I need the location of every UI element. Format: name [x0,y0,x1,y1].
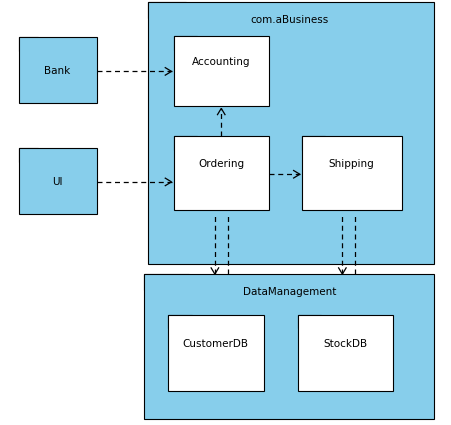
Text: Accounting: Accounting [192,57,250,67]
Text: Bank: Bank [45,66,71,76]
Bar [148,2,186,18]
Bar [144,274,434,419]
Text: UI: UI [52,177,63,187]
Bar [18,148,38,162]
Text: Ordering: Ordering [198,159,244,169]
Text: StockDB: StockDB [323,339,368,349]
Text: DataManagement: DataManagement [243,286,336,297]
Bar [168,314,264,391]
Bar [18,148,97,214]
Text: CustomerDB: CustomerDB [183,339,249,349]
Bar [144,274,189,290]
Bar [302,136,402,210]
Bar [174,136,197,150]
Bar [174,36,197,50]
Bar [174,136,269,210]
Bar [298,314,393,391]
Text: com.aBusiness: com.aBusiness [250,15,328,26]
Text: Shipping: Shipping [329,159,375,169]
Bar [302,136,325,150]
Bar [148,2,434,264]
Bar [298,314,321,328]
Bar [168,314,192,328]
Bar [18,37,38,51]
Bar [174,36,269,106]
Bar [18,37,97,103]
